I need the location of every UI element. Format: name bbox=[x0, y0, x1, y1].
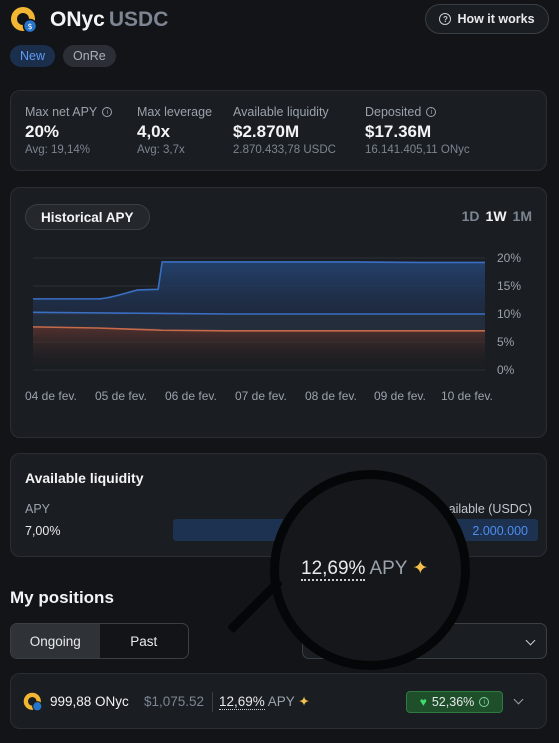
liquidity-available-value: 2.000.000 bbox=[472, 524, 528, 538]
onyc-logo-icon bbox=[23, 692, 43, 712]
tab-ongoing[interactable]: Ongoing bbox=[11, 624, 100, 658]
stat-deposited: Deposited i $17.36M 16.141.405,11 ONyc bbox=[365, 105, 470, 156]
area-fill-series-2 bbox=[33, 312, 485, 331]
historical-apy-card: 20% 15% 10% 5% 0% 04 de fev. 05 de fev. 06 de … bbox=[10, 187, 547, 438]
liquidity-apy-label: APY bbox=[25, 502, 51, 516]
range-1d[interactable]: 1D bbox=[461, 208, 480, 224]
tag-onre: OnRe bbox=[63, 45, 116, 67]
magnifier-handle bbox=[227, 577, 284, 634]
expand-chevron-icon[interactable] bbox=[513, 694, 524, 705]
y-tick-label: 20% bbox=[497, 251, 521, 265]
positions-title: My positions bbox=[10, 588, 114, 607]
series-line-1 bbox=[33, 261, 485, 300]
x-tick-label: 07 de fev. bbox=[235, 389, 287, 403]
x-tick-label: 09 de fev. bbox=[374, 389, 426, 403]
stat-max-net-apy: Max net APY i 20% Avg: 19,14% bbox=[25, 105, 113, 156]
info-icon[interactable]: i bbox=[426, 107, 437, 117]
positions-tabs: Ongoing Past bbox=[10, 623, 189, 659]
sparkle-icon: ✦ bbox=[412, 558, 429, 579]
liquidity-title: Available liquidity bbox=[25, 470, 144, 486]
liquidity-apy-value: 7,00% bbox=[25, 524, 61, 538]
liquidity-available-label: ailable (USDC) bbox=[448, 502, 532, 516]
y-tick-label: 0% bbox=[497, 363, 515, 377]
apy-chart: 20% 15% 10% 5% 0% 04 de fev. 05 de fev. 06 de … bbox=[25, 251, 521, 403]
x-tick-label: 06 de fev. bbox=[165, 389, 217, 403]
range-1w[interactable]: 1W bbox=[485, 208, 507, 224]
divider bbox=[212, 692, 213, 712]
magnifier-lens: 12,69% APY ✦ bbox=[270, 470, 470, 670]
tags: New OnRe bbox=[10, 45, 116, 67]
tab-past[interactable]: Past bbox=[130, 633, 158, 649]
area-fill-series-3 bbox=[33, 326, 485, 370]
position-usd: $1,075.52 bbox=[144, 694, 205, 709]
series-line-2 bbox=[32, 311, 485, 315]
range-selector: 1D 1W 1M bbox=[462, 208, 532, 224]
onyc-logo-icon: $ bbox=[11, 7, 38, 34]
y-tick-label: 10% bbox=[497, 307, 521, 321]
info-icon[interactable]: i bbox=[102, 107, 113, 117]
svg-text:$: $ bbox=[27, 22, 32, 31]
tag-new: New bbox=[10, 45, 56, 67]
range-1m[interactable]: 1M bbox=[512, 208, 532, 224]
info-icon[interactable]: i bbox=[479, 697, 490, 707]
x-tick-label: 05 de fev. bbox=[95, 389, 147, 403]
heart-icon: ♥ bbox=[419, 695, 427, 709]
header: $ ONyc USDC ? How it works bbox=[10, 4, 549, 34]
magnified-apy: 12,69% APY ✦ bbox=[301, 558, 429, 581]
historical-apy-pill[interactable]: Historical APY bbox=[25, 204, 150, 230]
area-fill-series-1 bbox=[33, 261, 485, 314]
position-amount: 999,88 ONyc bbox=[50, 694, 129, 709]
x-tick-label: 08 de fev. bbox=[305, 389, 357, 403]
y-tick-label: 5% bbox=[497, 335, 515, 349]
x-tick-label: 04 de fev. bbox=[25, 389, 77, 403]
series-line-3 bbox=[32, 326, 485, 332]
x-tick-label: 10 de fev. bbox=[441, 389, 493, 403]
page-title: ONyc USDC bbox=[50, 8, 169, 31]
position-apy: 12,69% APY ✦ bbox=[219, 694, 310, 710]
position-pnl-badge: ♥ 52,36% i bbox=[406, 691, 503, 713]
stats-card: Max net APY i 20% Avg: 19,14% Max leverag… bbox=[10, 90, 547, 171]
y-tick-label: 15% bbox=[497, 279, 521, 293]
stat-max-leverage: Max leverage 4,0x Avg: 3,7x bbox=[137, 105, 213, 156]
how-it-works-button[interactable]: ? How it works bbox=[425, 4, 549, 34]
question-icon: ? bbox=[439, 13, 452, 25]
chevron-down-icon bbox=[525, 635, 536, 646]
sparkle-icon: ✦ bbox=[298, 694, 310, 709]
stat-available-liquidity: Available liquidity $2.870M 2.870.433,78… bbox=[233, 105, 336, 156]
position-row[interactable]: 999,88 ONyc $1,075.52 12,69% APY ✦ ♥ 52,3… bbox=[10, 673, 547, 729]
